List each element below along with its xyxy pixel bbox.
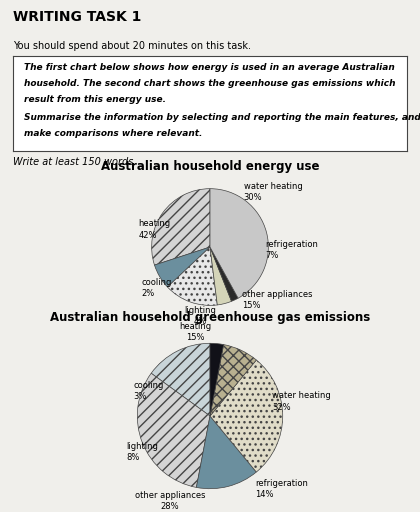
- Wedge shape: [210, 247, 231, 305]
- Text: WRITING TASK 1: WRITING TASK 1: [13, 10, 141, 24]
- Text: household. The second chart shows the greenhouse gas emissions which: household. The second chart shows the gr…: [24, 79, 396, 88]
- Wedge shape: [210, 360, 283, 472]
- Wedge shape: [137, 373, 210, 487]
- Wedge shape: [197, 416, 256, 488]
- Wedge shape: [151, 343, 210, 416]
- Text: water heating
30%: water heating 30%: [244, 182, 302, 202]
- Wedge shape: [210, 345, 256, 416]
- Text: other appliances
15%: other appliances 15%: [242, 289, 312, 310]
- Text: Write at least 150 words.: Write at least 150 words.: [13, 157, 136, 167]
- Text: cooling
2%: cooling 2%: [142, 278, 172, 298]
- Wedge shape: [152, 189, 210, 265]
- Text: heating
42%: heating 42%: [139, 220, 171, 240]
- Text: You should spend about 20 minutes on this task.: You should spend about 20 minutes on thi…: [13, 41, 251, 51]
- Wedge shape: [168, 247, 217, 305]
- Text: make comparisons where relevant.: make comparisons where relevant.: [24, 129, 203, 138]
- Text: lighting
8%: lighting 8%: [126, 442, 158, 462]
- Text: The first chart below shows how energy is used in an average Australian: The first chart below shows how energy i…: [24, 63, 395, 72]
- Text: heating
15%: heating 15%: [179, 323, 212, 343]
- Text: result from this energy use.: result from this energy use.: [24, 95, 166, 104]
- Text: Summarise the information by selecting and reporting the main features, and: Summarise the information by selecting a…: [24, 113, 420, 122]
- Wedge shape: [155, 247, 210, 287]
- Wedge shape: [210, 189, 268, 298]
- Text: water heating
32%: water heating 32%: [272, 391, 331, 412]
- Text: other appliances
28%: other appliances 28%: [135, 492, 205, 511]
- Text: refrigeration
14%: refrigeration 14%: [255, 479, 308, 499]
- Wedge shape: [210, 247, 238, 301]
- Text: cooling
3%: cooling 3%: [134, 380, 164, 400]
- Wedge shape: [210, 343, 223, 416]
- Title: Australian household energy use: Australian household energy use: [101, 160, 319, 173]
- Text: lighting
4%: lighting 4%: [184, 306, 216, 326]
- Text: refrigeration
7%: refrigeration 7%: [265, 240, 318, 260]
- Title: Australian household greenhouse gas emissions: Australian household greenhouse gas emis…: [50, 311, 370, 324]
